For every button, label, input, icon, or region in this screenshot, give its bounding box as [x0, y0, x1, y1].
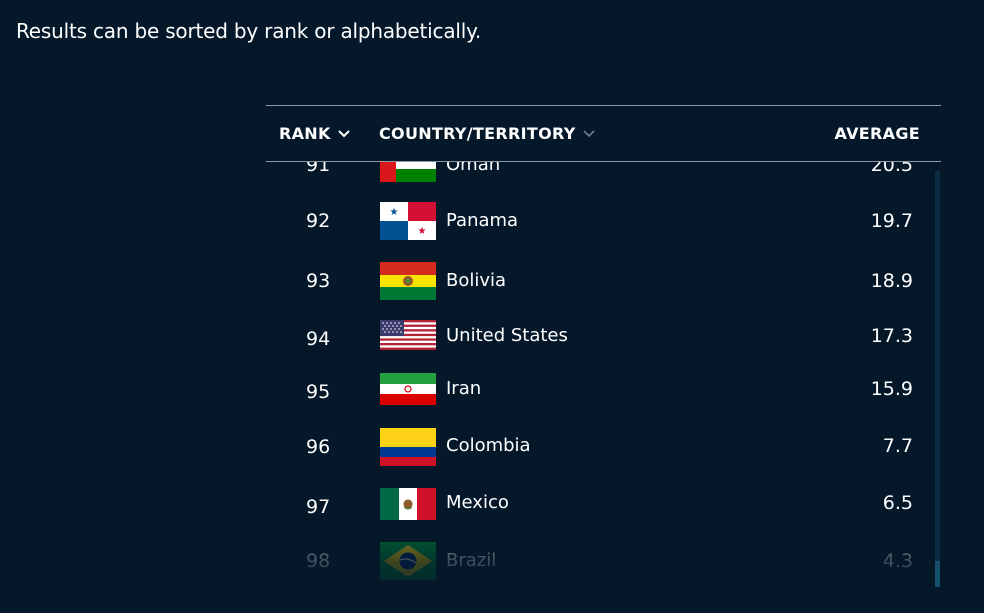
table-row: 98 Brazil 4.3 [266, 542, 926, 582]
table-row: 93 Bolivia 18.9 [266, 262, 926, 302]
table-row: 97 Mexico 6.5 [266, 488, 926, 528]
iran-flag-icon [380, 373, 436, 405]
average-cell: 19.7 [870, 210, 913, 232]
rank-sort-button[interactable]: RANK [279, 124, 350, 143]
country-cell: Oman [446, 162, 501, 175]
svg-text:★: ★ [390, 207, 399, 218]
rank-cell: 93 [306, 270, 331, 292]
colombia-flag-icon [380, 428, 436, 466]
rank-cell: 96 [306, 436, 331, 458]
table-body[interactable]: 91 Oman 20.5 92 [266, 162, 941, 584]
table-scrollbar-track[interactable] [935, 171, 940, 587]
average-cell: 17.3 [870, 325, 913, 347]
svg-text:★: ★ [418, 226, 427, 237]
country-sort-button[interactable]: COUNTRY/TERRITORY [379, 124, 595, 143]
united-states-flag-icon [380, 320, 436, 350]
ranking-table: RANK COUNTRY/TERRITORY AVERAGE 91 [266, 105, 941, 613]
rank-cell: 94 [306, 328, 331, 350]
chevron-down-icon [337, 129, 350, 137]
country-cell: Panama [446, 210, 519, 231]
table-scrollbar-thumb[interactable] [935, 561, 940, 587]
average-cell: 18.9 [870, 270, 913, 292]
average-cell: 6.5 [882, 492, 913, 514]
country-cell: Mexico [446, 492, 509, 513]
country-header-label: COUNTRY/TERRITORY [379, 124, 576, 143]
intro-text: Results can be sorted by rank or alphabe… [16, 19, 482, 43]
country-cell: Colombia [446, 435, 531, 456]
average-cell: 20.5 [870, 162, 913, 176]
rank-cell: 92 [306, 210, 331, 232]
country-cell: Bolivia [446, 270, 507, 291]
bolivia-flag-icon [380, 262, 436, 300]
rank-cell: 95 [306, 381, 331, 403]
country-cell: Brazil [446, 550, 497, 571]
chevron-down-icon [583, 129, 595, 137]
table-row: 96 Colombia 7.7 [266, 428, 926, 468]
average-cell: 4.3 [882, 550, 913, 572]
rank-header-label: RANK [279, 124, 331, 143]
table-row: 92 ★ ★ Panama 19.7 [266, 202, 926, 242]
average-cell: 15.9 [870, 378, 913, 400]
country-cell: Iran [446, 378, 482, 399]
table-header: RANK COUNTRY/TERRITORY AVERAGE [266, 105, 941, 162]
table-row: 94 [266, 320, 926, 360]
table-row: 95 Iran 15.9 [266, 373, 926, 413]
panama-flag-icon: ★ ★ [380, 202, 436, 240]
rank-cell: 98 [306, 550, 331, 572]
mexico-flag-icon [380, 488, 436, 520]
table-row: 91 Oman 20.5 [266, 162, 926, 186]
average-cell: 7.7 [882, 435, 913, 457]
rank-cell: 97 [306, 496, 331, 518]
average-header-label: AVERAGE [834, 124, 920, 143]
oman-flag-icon [380, 162, 436, 182]
country-cell: United States [446, 325, 568, 346]
brazil-flag-icon [380, 542, 436, 580]
rank-cell: 91 [306, 162, 331, 176]
